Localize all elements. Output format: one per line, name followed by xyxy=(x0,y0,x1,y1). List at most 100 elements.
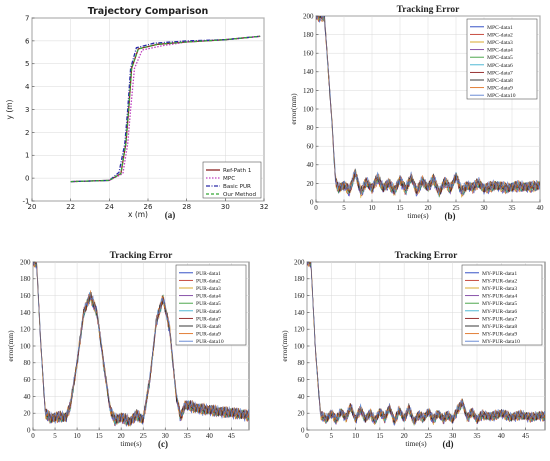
y-tick-label: 4 xyxy=(25,83,30,91)
x-tick-label: 30 xyxy=(449,432,457,440)
y-tick-label: 6 xyxy=(25,37,30,45)
x-tick-label: 40 xyxy=(206,432,214,440)
x-tick-label: 10 xyxy=(74,432,82,440)
series-group xyxy=(33,262,249,427)
chart-a: 20 22 24 26 28 30 32 -1 0 1 2 3 4 5 6 7 Trajectory Compa… xyxy=(5,6,268,220)
x-axis-label: time(s) xyxy=(120,439,142,448)
legend-entry: Ref-Path 1 xyxy=(223,168,252,174)
legend-entry: MPC-data3 xyxy=(487,40,513,46)
legend-box xyxy=(466,18,538,100)
x-tick-label: 26 xyxy=(144,203,153,211)
y-tick-label: 40 xyxy=(24,393,32,401)
legend-entry: MPC-data10 xyxy=(487,93,516,99)
series-line-my-pur-data10 xyxy=(307,262,545,423)
x-tick-label: 30 xyxy=(162,432,170,440)
legend-entry: PUR-data9 xyxy=(196,332,221,338)
y-tick-label: 0 xyxy=(27,426,31,434)
x-tick-label: 35 xyxy=(474,432,482,440)
y-tick-label: 180 xyxy=(303,31,314,39)
y-tick-label: 160 xyxy=(303,50,314,58)
x-tick-label: 5 xyxy=(53,432,57,440)
y-tick-label: 140 xyxy=(294,309,305,317)
series-group xyxy=(70,35,261,183)
x-tick-label: 5 xyxy=(330,432,334,440)
x-axis-label: x (m) xyxy=(128,210,148,219)
y-tick-label: 60 xyxy=(307,143,315,151)
series-group xyxy=(307,262,545,426)
legend-entry: PUR-data1 xyxy=(196,271,221,277)
x-tick-label: 15 xyxy=(96,432,104,440)
legend-entry: MY-PUR-data9 xyxy=(482,332,517,338)
x-tick-label: 30 xyxy=(481,204,489,212)
legend: MPC-data1MPC-data2MPC-data3MPC-data4MPC-… xyxy=(466,18,538,100)
legend-entry: MY-PUR-data6 xyxy=(482,309,517,315)
y-axis-label: error(mm) xyxy=(289,93,298,125)
y-tick-label: 100 xyxy=(294,342,305,350)
x-tick-label: 35 xyxy=(184,432,192,440)
y-tick-label: -1 xyxy=(23,197,30,205)
legend-entry: MPC-data8 xyxy=(487,78,513,84)
legend-entry: PUR-data3 xyxy=(196,286,221,292)
legend-entry: MPC-data2 xyxy=(487,32,513,38)
y-tick-label: 200 xyxy=(294,258,305,266)
x-tick-label: 22 xyxy=(66,203,75,211)
legend-entry: MY-PUR-data5 xyxy=(482,301,517,307)
legend-entry: PUR-data4 xyxy=(196,294,221,300)
x-tick-label: 45 xyxy=(522,432,530,440)
x-tick-label: 25 xyxy=(453,204,461,212)
legend-box xyxy=(202,161,262,199)
x-tick-label: 20 xyxy=(425,204,433,212)
legend-box xyxy=(175,264,247,346)
y-tick-label: 20 xyxy=(24,410,32,418)
y-tick-label: 80 xyxy=(298,359,306,367)
chart-title: Tracking Error xyxy=(397,5,460,15)
series-line-pur-data10 xyxy=(33,262,249,425)
y-tick-label: 200 xyxy=(20,258,31,266)
legend-entry: MPC-data7 xyxy=(487,70,513,76)
y-tick-label: 60 xyxy=(24,376,32,384)
legend-entry: PUR-data7 xyxy=(196,316,221,322)
y-tick-label: 5 xyxy=(25,60,29,68)
legend: Ref-Path 1 MPC Basic PUR Our Method xyxy=(202,161,262,199)
x-tick-label: 25 xyxy=(425,432,433,440)
x-tick-label: 45 xyxy=(228,432,236,440)
legend-entry: PUR-data2 xyxy=(196,278,221,284)
y-tick-label: 160 xyxy=(294,292,305,300)
x-tick-label: 28 xyxy=(182,203,191,211)
legend-entry: MPC xyxy=(223,176,235,182)
chart-d: 0 5 10 15 20 25 30 35 40 45 0 20 40 60 80 100 120 140 160 1… xyxy=(280,251,546,449)
legend-entry: MPC-data4 xyxy=(487,48,513,54)
x-tick-label: 20 xyxy=(28,203,37,211)
y-axis-label: error(mm) xyxy=(6,330,15,362)
y-tick-label: 120 xyxy=(294,326,305,334)
series-line-our-method xyxy=(70,35,261,183)
series-line-basic-pur xyxy=(70,35,261,183)
x-tick-label: 10 xyxy=(369,204,377,212)
x-tick-label: 20 xyxy=(401,432,409,440)
legend-entry: PUR-data6 xyxy=(196,309,221,315)
y-tick-label: 120 xyxy=(303,87,314,95)
legend-entry: MY-PUR-data3 xyxy=(482,286,517,292)
legend-entry: MY-PUR-data4 xyxy=(482,294,517,300)
legend-entry: MPC-data9 xyxy=(487,86,513,92)
y-tick-label: 140 xyxy=(303,68,314,76)
y-tick-label: 100 xyxy=(303,105,314,113)
y-tick-label: 0 xyxy=(301,426,305,434)
x-tick-label: 10 xyxy=(352,432,360,440)
series-line-pur-data8 xyxy=(33,262,249,425)
y-tick-label: 1 xyxy=(25,152,29,160)
y-tick-label: 200 xyxy=(303,12,314,20)
x-tick-label: 24 xyxy=(105,203,114,211)
x-axis-label: time(s) xyxy=(405,439,427,448)
chart-c: 0 5 10 15 20 25 30 35 40 45 0 20 40 60 80 100 120 140 160 1… xyxy=(6,251,250,449)
y-tick-label: 120 xyxy=(20,326,31,334)
y-tick-label: 40 xyxy=(298,393,306,401)
y-axis-label: error(mm) xyxy=(280,330,289,362)
chart-title: Tracking Error xyxy=(110,251,173,261)
chart-title: Trajectory Comparison xyxy=(88,6,209,17)
y-tick-label: 100 xyxy=(20,342,31,350)
legend-entry: PUR-data8 xyxy=(196,324,221,330)
x-tick-label: 35 xyxy=(509,204,517,212)
